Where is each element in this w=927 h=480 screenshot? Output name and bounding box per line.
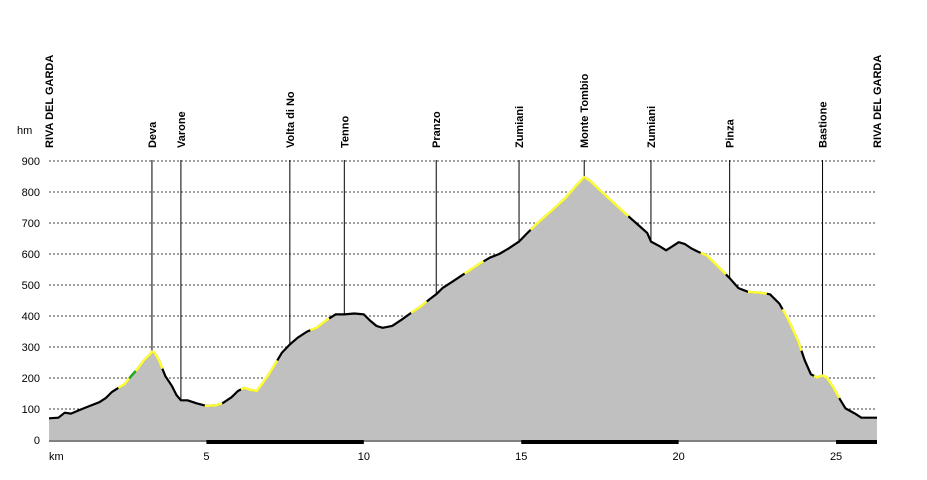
scale-bar-segment [521, 440, 679, 444]
scale-bar-segment [836, 440, 877, 444]
profile-segment-highlight [463, 260, 485, 275]
waypoint-label: RIVA DEL GARDA [872, 55, 884, 148]
y-axis-ticks: 0 100 200 300 400 500 600 700 800 900 [22, 156, 40, 447]
profile-segment-highlight [134, 350, 164, 372]
waypoint-labels: RIVA DEL GARDA Deva Varone Volta di No Tenno… [44, 55, 884, 148]
profile-segment-highlight [410, 300, 428, 314]
profile-segment-highlight [117, 377, 131, 389]
profile-segment-highlight [204, 402, 223, 408]
y-axis-unit-label: hm [17, 125, 32, 137]
waypoint-label: Deva [147, 121, 159, 148]
x-tick-label: 25 [830, 451, 842, 463]
profile-segment-highlight [781, 308, 803, 352]
y-tick-label: 100 [22, 404, 40, 416]
profile-segment-highlight [700, 251, 727, 276]
scale-bar-segment [206, 440, 364, 444]
waypoint-label: Pranzo [431, 111, 443, 148]
waypoint-label: Pinza [725, 118, 737, 148]
profile-segment-highlight [240, 359, 279, 393]
profile-segment-highlight [529, 175, 630, 231]
profile-area [49, 177, 877, 440]
waypoint-label: Tenno [339, 116, 351, 148]
y-tick-label: 800 [22, 187, 40, 199]
waypoint-label: Volta di No [285, 91, 297, 148]
y-tick-label: 500 [22, 280, 40, 292]
waypoint-label: Zumiani [514, 106, 526, 148]
x-tick-label: 10 [358, 451, 370, 463]
y-tick-label: 200 [22, 373, 40, 385]
profile-segment-highlight [813, 374, 841, 399]
waypoint-label: Bastione [818, 102, 830, 148]
profile-line [48, 175, 877, 420]
waypoint-label: Monte Tombio [579, 73, 591, 148]
x-tick-label: 20 [673, 451, 685, 463]
profile-fill [49, 177, 877, 440]
x-tick-label: 15 [515, 451, 527, 463]
profile-segment-highlight [309, 317, 330, 332]
x-tick-label: 5 [203, 451, 209, 463]
profile-segment-highlight [747, 290, 767, 295]
x-axis-unit-label: km [49, 451, 64, 463]
y-tick-label: 300 [22, 342, 40, 354]
y-tick-label: 0 [34, 435, 40, 447]
x-axis-ticks: 5 10 15 20 25 [203, 451, 842, 463]
y-tick-label: 400 [22, 311, 40, 323]
waypoint-label: RIVA DEL GARDA [44, 55, 56, 148]
y-tick-label: 600 [22, 249, 40, 261]
waypoint-label: Varone [176, 111, 188, 148]
waypoint-markers [151, 160, 824, 401]
waypoint-label: Zumiani [646, 106, 658, 148]
y-tick-label: 700 [22, 218, 40, 230]
y-tick-label: 900 [22, 156, 40, 168]
distance-scale-bar [49, 440, 877, 444]
profile-segment-alt [128, 370, 137, 380]
